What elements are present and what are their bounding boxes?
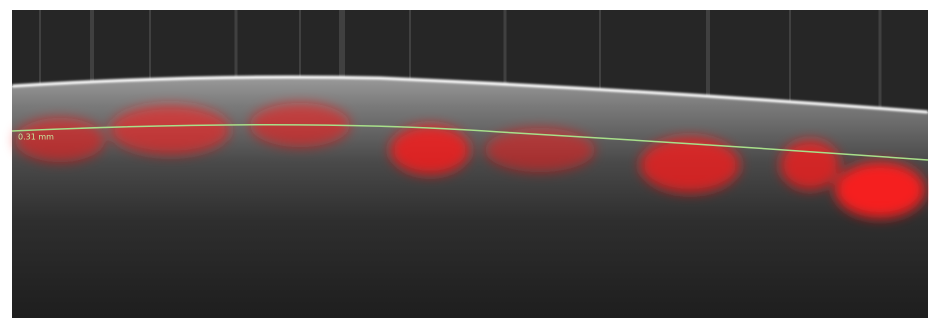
surface-line	[11, 75, 929, 114]
tissue	[12, 77, 928, 318]
depth-line	[11, 123, 929, 161]
depth-label: 0.31 mm	[18, 133, 54, 142]
